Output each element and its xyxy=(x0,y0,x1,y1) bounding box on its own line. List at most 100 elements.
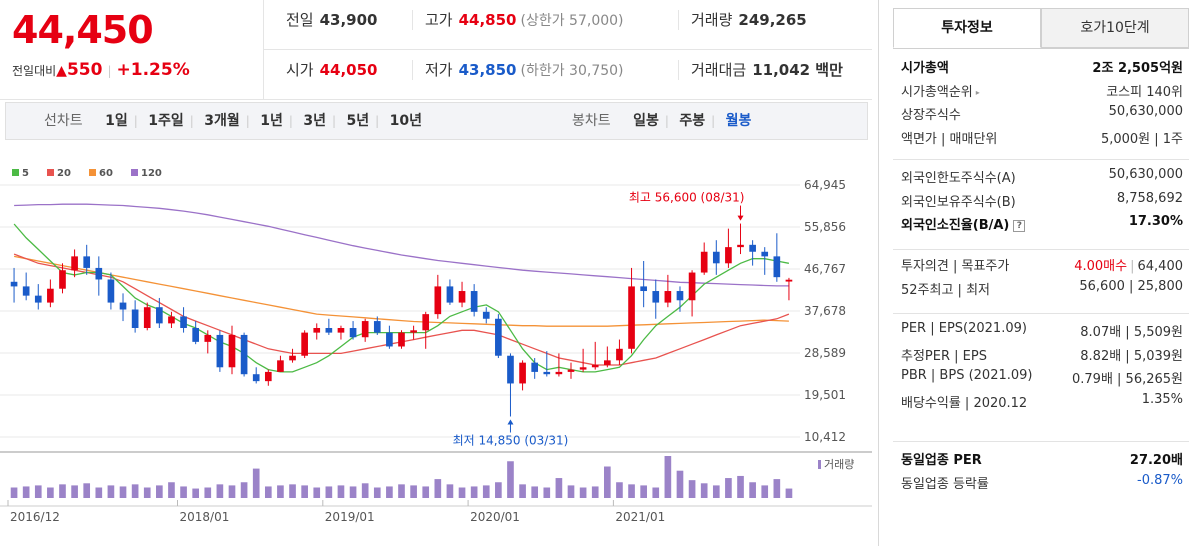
quote-info-row: 시가 44,050 저가 43,850 (하한가 30,750) 거래대금 11,042… xyxy=(264,50,872,100)
current-price: 44,450 xyxy=(12,8,154,52)
candle-body xyxy=(567,369,575,372)
tab-3y[interactable]: 3년 xyxy=(303,113,326,129)
candle-body xyxy=(616,348,623,361)
change-rate: +1.25% xyxy=(116,60,190,80)
candle-chart-tabs: 봉차트 일봉 | 주봉 | 월봉 xyxy=(572,103,757,139)
info-value: 8.82배 | 5,039원 xyxy=(1080,348,1183,364)
volume-bar xyxy=(386,486,393,498)
tab-10y[interactable]: 10년 xyxy=(389,113,422,129)
candles xyxy=(10,223,793,417)
info-value: -0.87% xyxy=(1137,472,1183,488)
info-value: 0.79배 | 56,265원 xyxy=(1072,372,1183,387)
quote-info-row: 전일 43,900 고가 44,850 (상한가 57,000) 거래량 249,265 xyxy=(264,0,872,50)
candle-body xyxy=(313,327,321,333)
stock-main-area: 44,450 전일대비▲550 | +1.25% 전일 43,900 고가 44,850… xyxy=(0,0,872,524)
info-key: 동일업종 PER xyxy=(901,453,982,468)
candle-body xyxy=(422,314,430,331)
volume-bar xyxy=(325,486,333,498)
tab-daily[interactable]: 일봉 xyxy=(633,113,659,129)
candle-body xyxy=(143,307,151,328)
candle-body xyxy=(192,327,199,342)
info-value: 17.30% xyxy=(1128,214,1183,229)
investment-info-panel: 투자정보 호가10단계 시가총액 2조 2,505억원 시가총액순위 ▸ 코스피 140… xyxy=(878,0,1197,546)
info-tabs: 투자정보 호가10단계 xyxy=(893,8,1189,48)
divider: | xyxy=(107,64,112,78)
tab-5y[interactable]: 5년 xyxy=(346,113,370,129)
tab-investment-info[interactable]: 투자정보 xyxy=(893,8,1041,48)
ma5-line xyxy=(13,223,790,373)
tab-1w[interactable]: 1주일 xyxy=(148,113,184,129)
volume-bar xyxy=(47,487,54,498)
volume-bar xyxy=(555,478,563,498)
info-value: 8,758,692 xyxy=(1116,190,1183,206)
info-value: 5,000원 | 1주 xyxy=(1100,131,1183,147)
volume-bar xyxy=(156,485,163,498)
info-key: 상장주식수 xyxy=(901,108,961,123)
info-row: 시가총액 2조 2,505억원 xyxy=(901,57,1183,81)
candle-body xyxy=(700,251,708,273)
section-divider xyxy=(893,313,1189,314)
divider: | xyxy=(1130,259,1135,274)
legend-swatch xyxy=(12,169,19,176)
volume-bar xyxy=(688,480,696,498)
ma120-line xyxy=(14,203,789,287)
volume-bar xyxy=(10,487,18,498)
tab-1d[interactable]: 1일 xyxy=(105,113,128,129)
candle-body xyxy=(10,281,18,287)
candle-body xyxy=(119,302,127,310)
y-tick-label: 46,767 xyxy=(804,262,846,276)
info-value: 50,630,000 xyxy=(1108,104,1183,119)
volume-bar xyxy=(34,485,42,498)
tab-monthly[interactable]: 월봉 xyxy=(725,113,752,129)
current-price-box: 44,450 전일대비▲550 | +1.25% xyxy=(0,0,264,100)
legend-label: 120 xyxy=(141,168,162,179)
volume-bar xyxy=(95,487,103,498)
candle-body xyxy=(640,286,647,292)
x-tick-label: 2018/01 xyxy=(180,510,230,524)
y-tick-label: 64,945 xyxy=(804,178,846,192)
x-tick-label: 2016/12 xyxy=(10,510,60,524)
candle-body xyxy=(749,244,756,252)
volume-bar xyxy=(59,484,66,498)
volume-bar xyxy=(22,486,30,498)
volume-bar xyxy=(131,484,139,498)
info-value: 56,600 | 25,800 xyxy=(1079,278,1183,294)
section-divider xyxy=(893,159,1189,160)
candle-body xyxy=(604,360,611,365)
arrow-right-icon[interactable]: ▸ xyxy=(975,87,980,97)
high-arrow-head xyxy=(737,215,744,221)
line-chart-tabs: 선차트 1일 | 1주일 | 3개월 | 1년 | 3년 | 5년 | 10년 xyxy=(44,103,428,139)
volume-bar xyxy=(700,483,708,498)
low-annotation: 최저 14,850 (03/31) xyxy=(453,433,569,447)
ma60-line xyxy=(13,255,789,327)
volume-bar xyxy=(676,470,684,498)
candle-body xyxy=(264,371,272,382)
tab-order-book[interactable]: 호가10단계 xyxy=(1041,8,1189,48)
y-tick-label: 28,589 xyxy=(804,346,846,360)
tab-weekly[interactable]: 주봉 xyxy=(679,113,706,129)
tab-1y[interactable]: 1년 xyxy=(260,113,283,129)
info-value: 코스피 140위 xyxy=(1106,84,1183,100)
chart-grid: 64,945 55,856 46,767 37,678 28,589 19,501 10,4… xyxy=(0,178,872,507)
volume-bars: 거래량 xyxy=(10,456,854,498)
tab-3m[interactable]: 3개월 xyxy=(204,113,240,129)
candle-body xyxy=(446,286,454,303)
help-icon[interactable]: ? xyxy=(1013,219,1026,232)
info-row: PBR | BPS (2021.09) 0.79배 | 56,265원 xyxy=(901,368,1183,392)
info-row: 외국인보유주식수(B) 8,758,692 xyxy=(901,191,1183,215)
candle-body xyxy=(398,332,405,347)
candle-body xyxy=(555,371,563,375)
change-label: 전일대비 xyxy=(12,64,57,78)
volume-bar xyxy=(192,488,199,498)
volume-legend-label: 거래량 xyxy=(824,458,854,471)
candle-body xyxy=(204,334,212,342)
y-tick-label: 19,501 xyxy=(804,388,846,402)
info-row: 52주최고 | 최저 56,600 | 25,800 xyxy=(901,279,1183,303)
candle-body xyxy=(301,332,308,356)
quote-info-grid: 전일 43,900 고가 44,850 (상한가 57,000) 거래량 249,265… xyxy=(264,0,872,100)
candle-body xyxy=(676,291,684,301)
candle-body xyxy=(761,251,769,257)
candle-body xyxy=(773,256,781,278)
candle-body xyxy=(59,270,66,289)
candle-body xyxy=(628,286,635,349)
